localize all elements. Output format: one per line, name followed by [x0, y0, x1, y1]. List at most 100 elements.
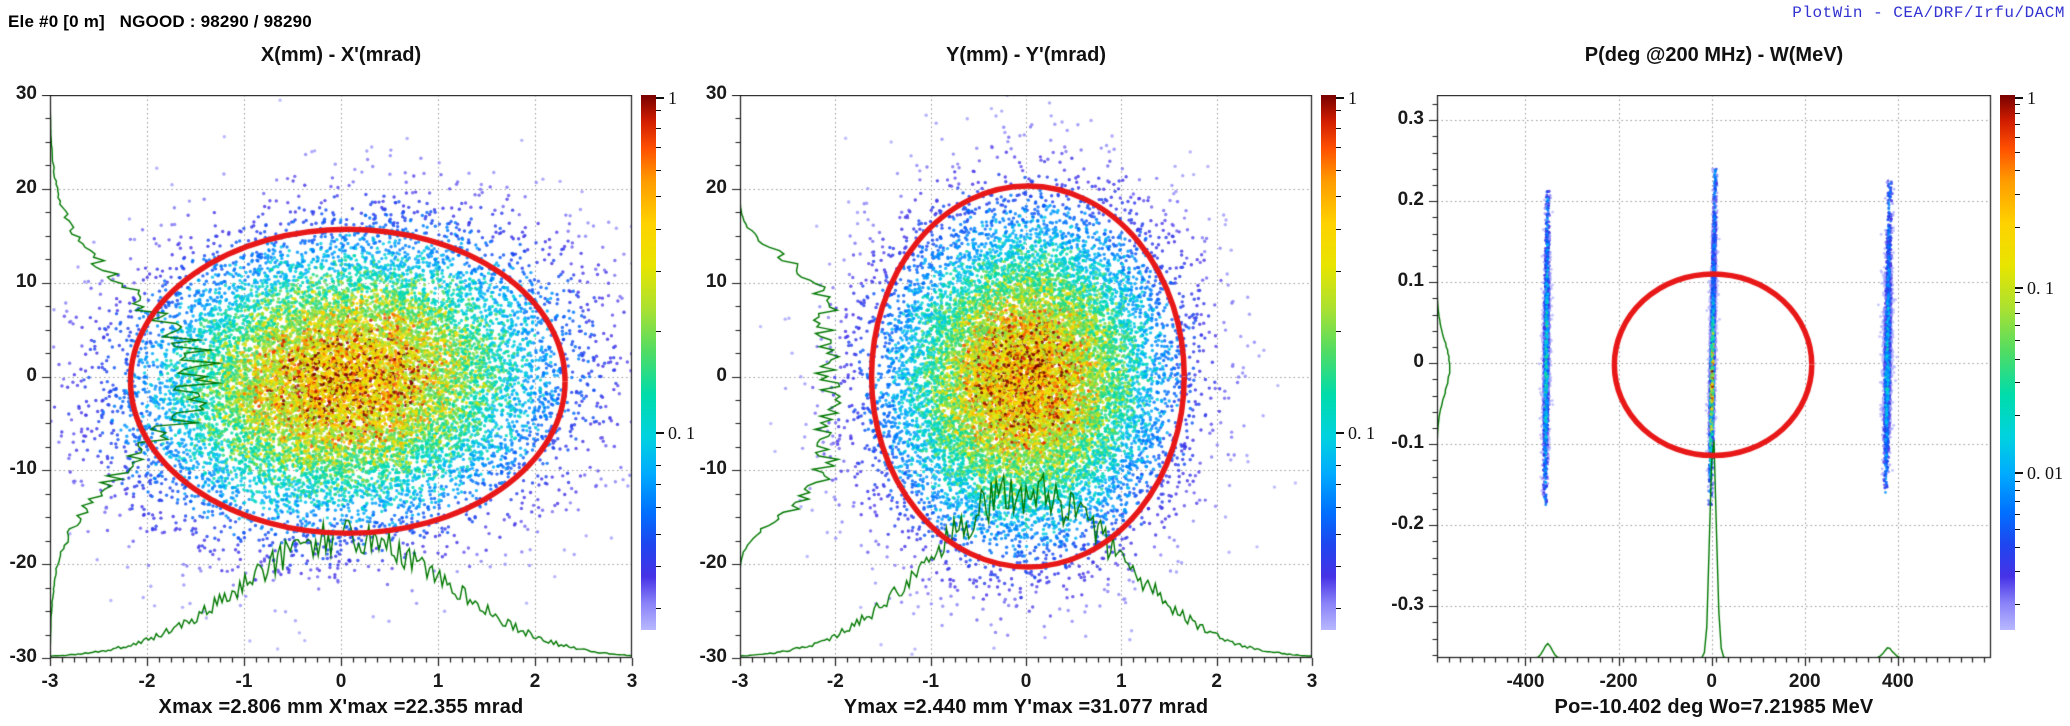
colorbar-minor-tick: [1336, 110, 1341, 112]
colorbar-minor-tick: [656, 566, 661, 568]
plot-canvas-p-w[interactable]: [1421, 95, 1993, 674]
colorbar-minor-tick: [2015, 490, 2020, 492]
y-tick-label: 0: [1413, 351, 1424, 373]
y-tick-label: 30: [705, 83, 727, 104]
x-tick-label: 200: [1788, 671, 1821, 692]
colorbar-y-yp: [1321, 95, 1336, 630]
y-tick-label: 0.3: [1397, 108, 1424, 130]
colorbar-minor-tick: [656, 608, 661, 610]
colorbar-minor-tick: [1336, 127, 1341, 129]
colorbar-minor-tick: [1336, 566, 1341, 568]
colorbar-minor-tick: [2015, 170, 2020, 172]
colorbar-minor-tick: [656, 484, 661, 486]
colorbar-minor-tick: [2015, 103, 2020, 105]
plot-stats-x-xp: Xmax =2.806 mm X'max =22.355 mrad: [158, 696, 524, 718]
x-tick-label: 3: [1306, 671, 1318, 692]
plot-title-x-xp: X(mm) - X'(mrad): [260, 44, 422, 66]
x-tick-label: -3: [731, 671, 749, 692]
y-tick-label: -10: [699, 458, 727, 480]
colorbar-tick-label: 0. 1: [668, 423, 695, 444]
colorbar-minor-tick: [2015, 603, 2020, 605]
y-tick-label: -30: [699, 646, 727, 667]
colorbar-minor-tick: [2015, 570, 2020, 572]
colorbar-minor-tick: [656, 533, 661, 535]
x-tick-label: 0: [335, 671, 347, 692]
plot-canvas-y-yp[interactable]: [724, 95, 1314, 674]
colorbar-minor-tick: [1336, 271, 1341, 273]
y-tick-label: 10: [15, 270, 37, 292]
plot-title-y-yp: Y(mm) - Y'(mrad): [946, 44, 1106, 66]
colorbar-minor-tick: [2015, 193, 2020, 195]
colorbar-minor-tick: [1336, 484, 1341, 486]
colorbar-minor-tick: [656, 330, 661, 332]
x-tick-label: -1: [235, 671, 253, 692]
colorbar-minor-tick: [2015, 124, 2020, 126]
y-tick-label: 0.2: [1397, 189, 1424, 211]
plot-stats-p-w: Po=-10.402 deg Wo=7.21985 MeV: [1554, 696, 1874, 718]
plot-canvas-x-xp[interactable]: [34, 95, 634, 674]
plot-stats-y-yp: Ymax =2.440 mm Y'max =31.077 mrad: [843, 696, 1209, 718]
x-tick-label: 1: [1116, 671, 1127, 692]
colorbar-tick-label: 1: [2027, 88, 2036, 109]
colorbar-minor-tick: [1336, 147, 1341, 149]
colorbar-minor-tick: [2015, 312, 2020, 314]
colorbar-minor-tick: [2015, 480, 2020, 482]
x-tick-label: 0: [1020, 671, 1032, 692]
colorbar-minor-tick: [1336, 169, 1341, 171]
colorbar-minor-tick: [656, 147, 661, 149]
y-tick-label: -10: [9, 458, 37, 480]
y-tick-label: 0.1: [1397, 270, 1424, 292]
y-tick-label: -30: [9, 646, 37, 667]
colorbar-minor-tick: [656, 271, 661, 273]
colorbar-minor-tick: [656, 229, 661, 231]
y-tick-label: -0.3: [1391, 594, 1424, 616]
x-tick-label: 1: [432, 671, 444, 692]
colorbar-minor-tick: [1336, 196, 1341, 198]
x-tick-label: 400: [1882, 671, 1914, 692]
colorbar-minor-tick: [2015, 340, 2020, 342]
y-tick-label: 20: [705, 176, 727, 198]
x-tick-label: -2: [826, 671, 844, 692]
plot-title-p-w: P(deg @200 MHz) - W(MeV): [1584, 44, 1844, 66]
x-tick-label: -2: [138, 671, 156, 692]
colorbar-minor-tick: [1336, 506, 1341, 508]
colorbar-minor-tick: [656, 110, 661, 112]
colorbar-minor-tick: [2015, 358, 2020, 360]
y-tick-label: 30: [15, 83, 37, 104]
colorbar-tick-label: 0. 1: [2027, 277, 2054, 298]
colorbar-minor-tick: [2015, 382, 2020, 384]
colorbar-minor-tick: [1336, 229, 1341, 231]
x-tick-label: -400: [1506, 671, 1545, 692]
x-tick-label: 2: [529, 671, 541, 692]
y-tick-label: 0: [716, 364, 727, 386]
colorbar-minor-tick: [656, 127, 661, 129]
colorbar-minor-tick: [2015, 325, 2020, 327]
y-tick-label: 20: [15, 176, 37, 198]
colorbar-major-tick: [1336, 97, 1344, 100]
colorbar-minor-tick: [2015, 136, 2020, 138]
y-tick-label: 0: [26, 364, 37, 386]
colorbar-minor-tick: [1336, 608, 1341, 610]
y-tick-label: -0.2: [1391, 513, 1424, 535]
y-tick-label: 10: [705, 270, 727, 292]
colorbar-major-tick: [1336, 432, 1344, 435]
colorbar-minor-tick: [656, 447, 661, 449]
colorbar-major-tick: [656, 97, 664, 100]
colorbar-minor-tick: [656, 464, 661, 466]
colorbar-minor-tick: [656, 196, 661, 198]
y-tick-label: -20: [9, 552, 37, 574]
colorbar-x-xp: [641, 95, 656, 630]
colorbar-minor-tick: [2015, 547, 2020, 549]
colorbar-minor-tick: [1336, 533, 1341, 535]
x-tick-label: 3: [626, 671, 638, 692]
colorbar-minor-tick: [2015, 528, 2020, 530]
colorbar-minor-tick: [1336, 330, 1341, 332]
colorbar-minor-tick: [2015, 415, 2020, 417]
colorbar-minor-tick: [656, 169, 661, 171]
colorbar-tick-label: 0. 1: [1348, 423, 1375, 444]
x-tick-label: -3: [41, 671, 59, 692]
colorbar-major-tick: [2015, 97, 2023, 100]
colorbar-minor-tick: [656, 506, 661, 508]
